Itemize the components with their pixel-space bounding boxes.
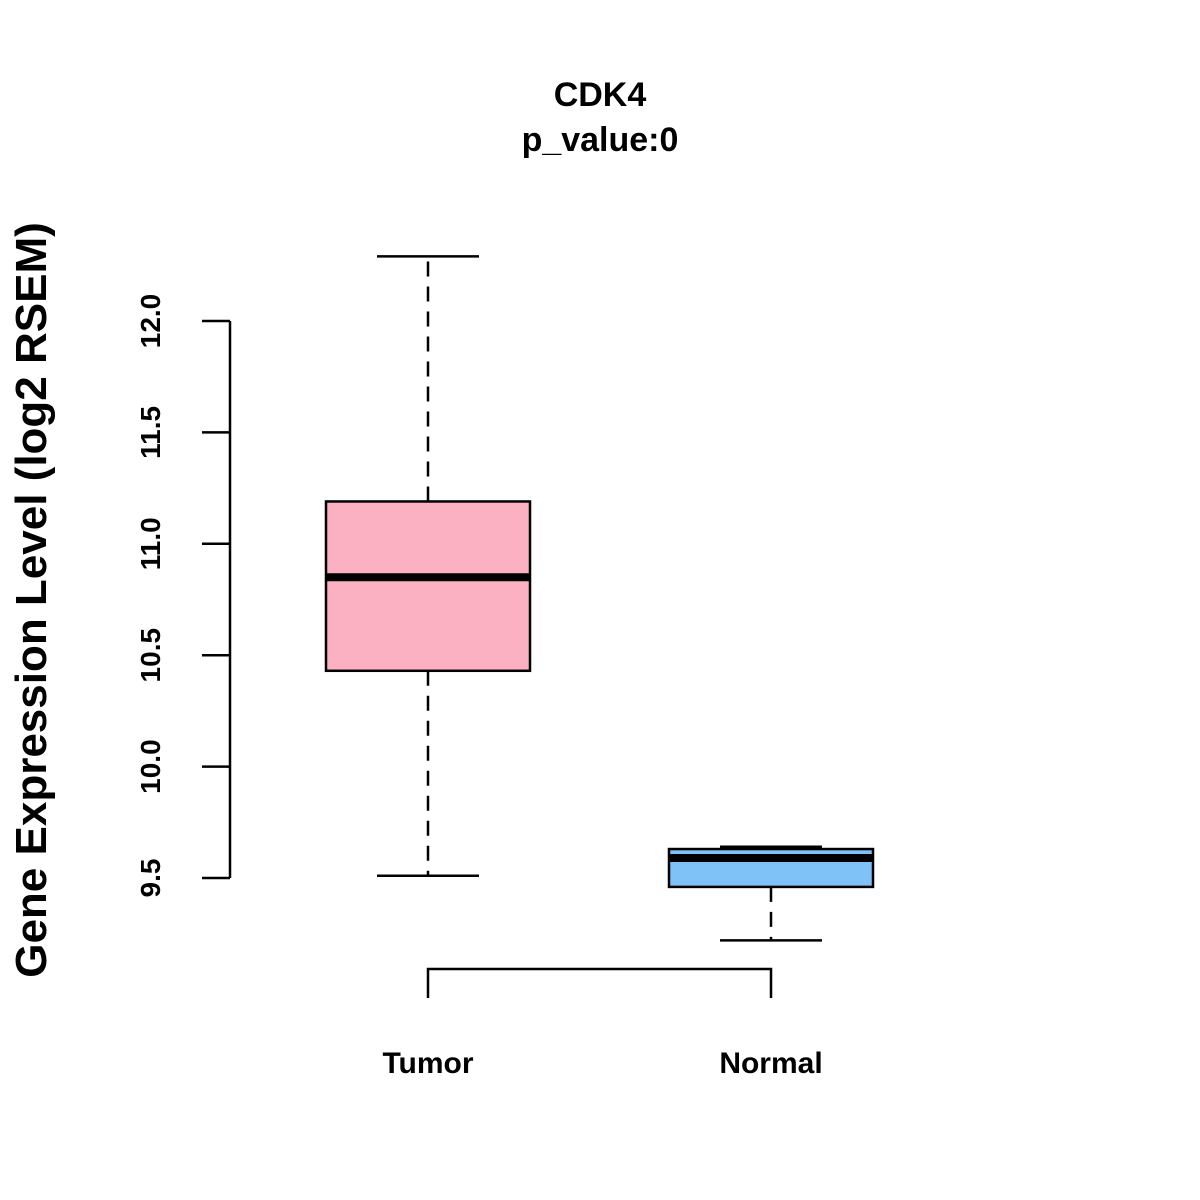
chart-title: CDK4 <box>554 76 647 114</box>
x-axis-labels: Tumor Normal <box>382 1047 822 1080</box>
y-tick-label: 11.5 <box>135 406 166 459</box>
box-tumor <box>324 255 532 878</box>
box-normal <box>667 845 875 942</box>
x-category-label: Tumor <box>382 1047 473 1080</box>
boxes-group <box>324 255 875 942</box>
iqr-box <box>324 500 532 673</box>
y-axis: 9.5 10.0 10.5 11.0 11.5 12.0 <box>135 294 232 898</box>
y-tick-label: 10.0 <box>135 739 166 794</box>
y-tick-label: 10.5 <box>135 628 166 683</box>
x-category-label: Normal <box>719 1047 822 1080</box>
y-tick-label: 9.5 <box>135 859 166 898</box>
bracket-line <box>426 967 773 998</box>
y-axis-label: Gene Expression Level (log2 RSEM) <box>7 222 56 978</box>
y-tick-label: 12.0 <box>135 294 166 349</box>
comparison-bracket <box>426 967 773 998</box>
y-tick-label: 11.0 <box>135 517 166 570</box>
chart-subtitle: p_value:0 <box>522 121 679 159</box>
